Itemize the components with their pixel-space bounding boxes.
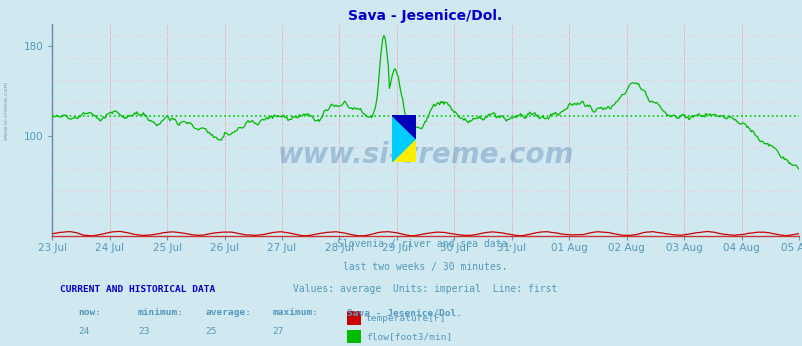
Text: minimum:: minimum: [138,308,184,317]
Text: CURRENT AND HISTORICAL DATA: CURRENT AND HISTORICAL DATA [59,285,215,294]
Text: Slovenia / river and sea data.: Slovenia / river and sea data. [337,239,513,249]
Text: Sava - Jesenice/Dol.: Sava - Jesenice/Dol. [346,308,462,317]
Text: last two weeks / 30 minutes.: last two weeks / 30 minutes. [343,262,507,272]
Text: temperature[F]: temperature[F] [366,315,446,324]
Bar [346,330,360,343]
Text: 23: 23 [138,327,149,336]
Text: 25: 25 [205,327,217,336]
Text: flow[foot3/min]: flow[foot3/min] [366,333,452,342]
Text: now:: now: [79,308,101,317]
Text: average:: average: [205,308,251,317]
Text: www.si-vreme.com: www.si-vreme.com [4,81,9,140]
Title: Sava - Jesenice/Dol.: Sava - Jesenice/Dol. [348,9,502,23]
Text: maximum:: maximum: [272,308,318,317]
Text: 24: 24 [79,327,90,336]
Bar [346,311,360,325]
Text: Values: average  Units: imperial  Line: first: Values: average Units: imperial Line: fi… [293,284,557,294]
Text: 27: 27 [272,327,284,336]
Text: www.si-vreme.com: www.si-vreme.com [277,142,573,170]
